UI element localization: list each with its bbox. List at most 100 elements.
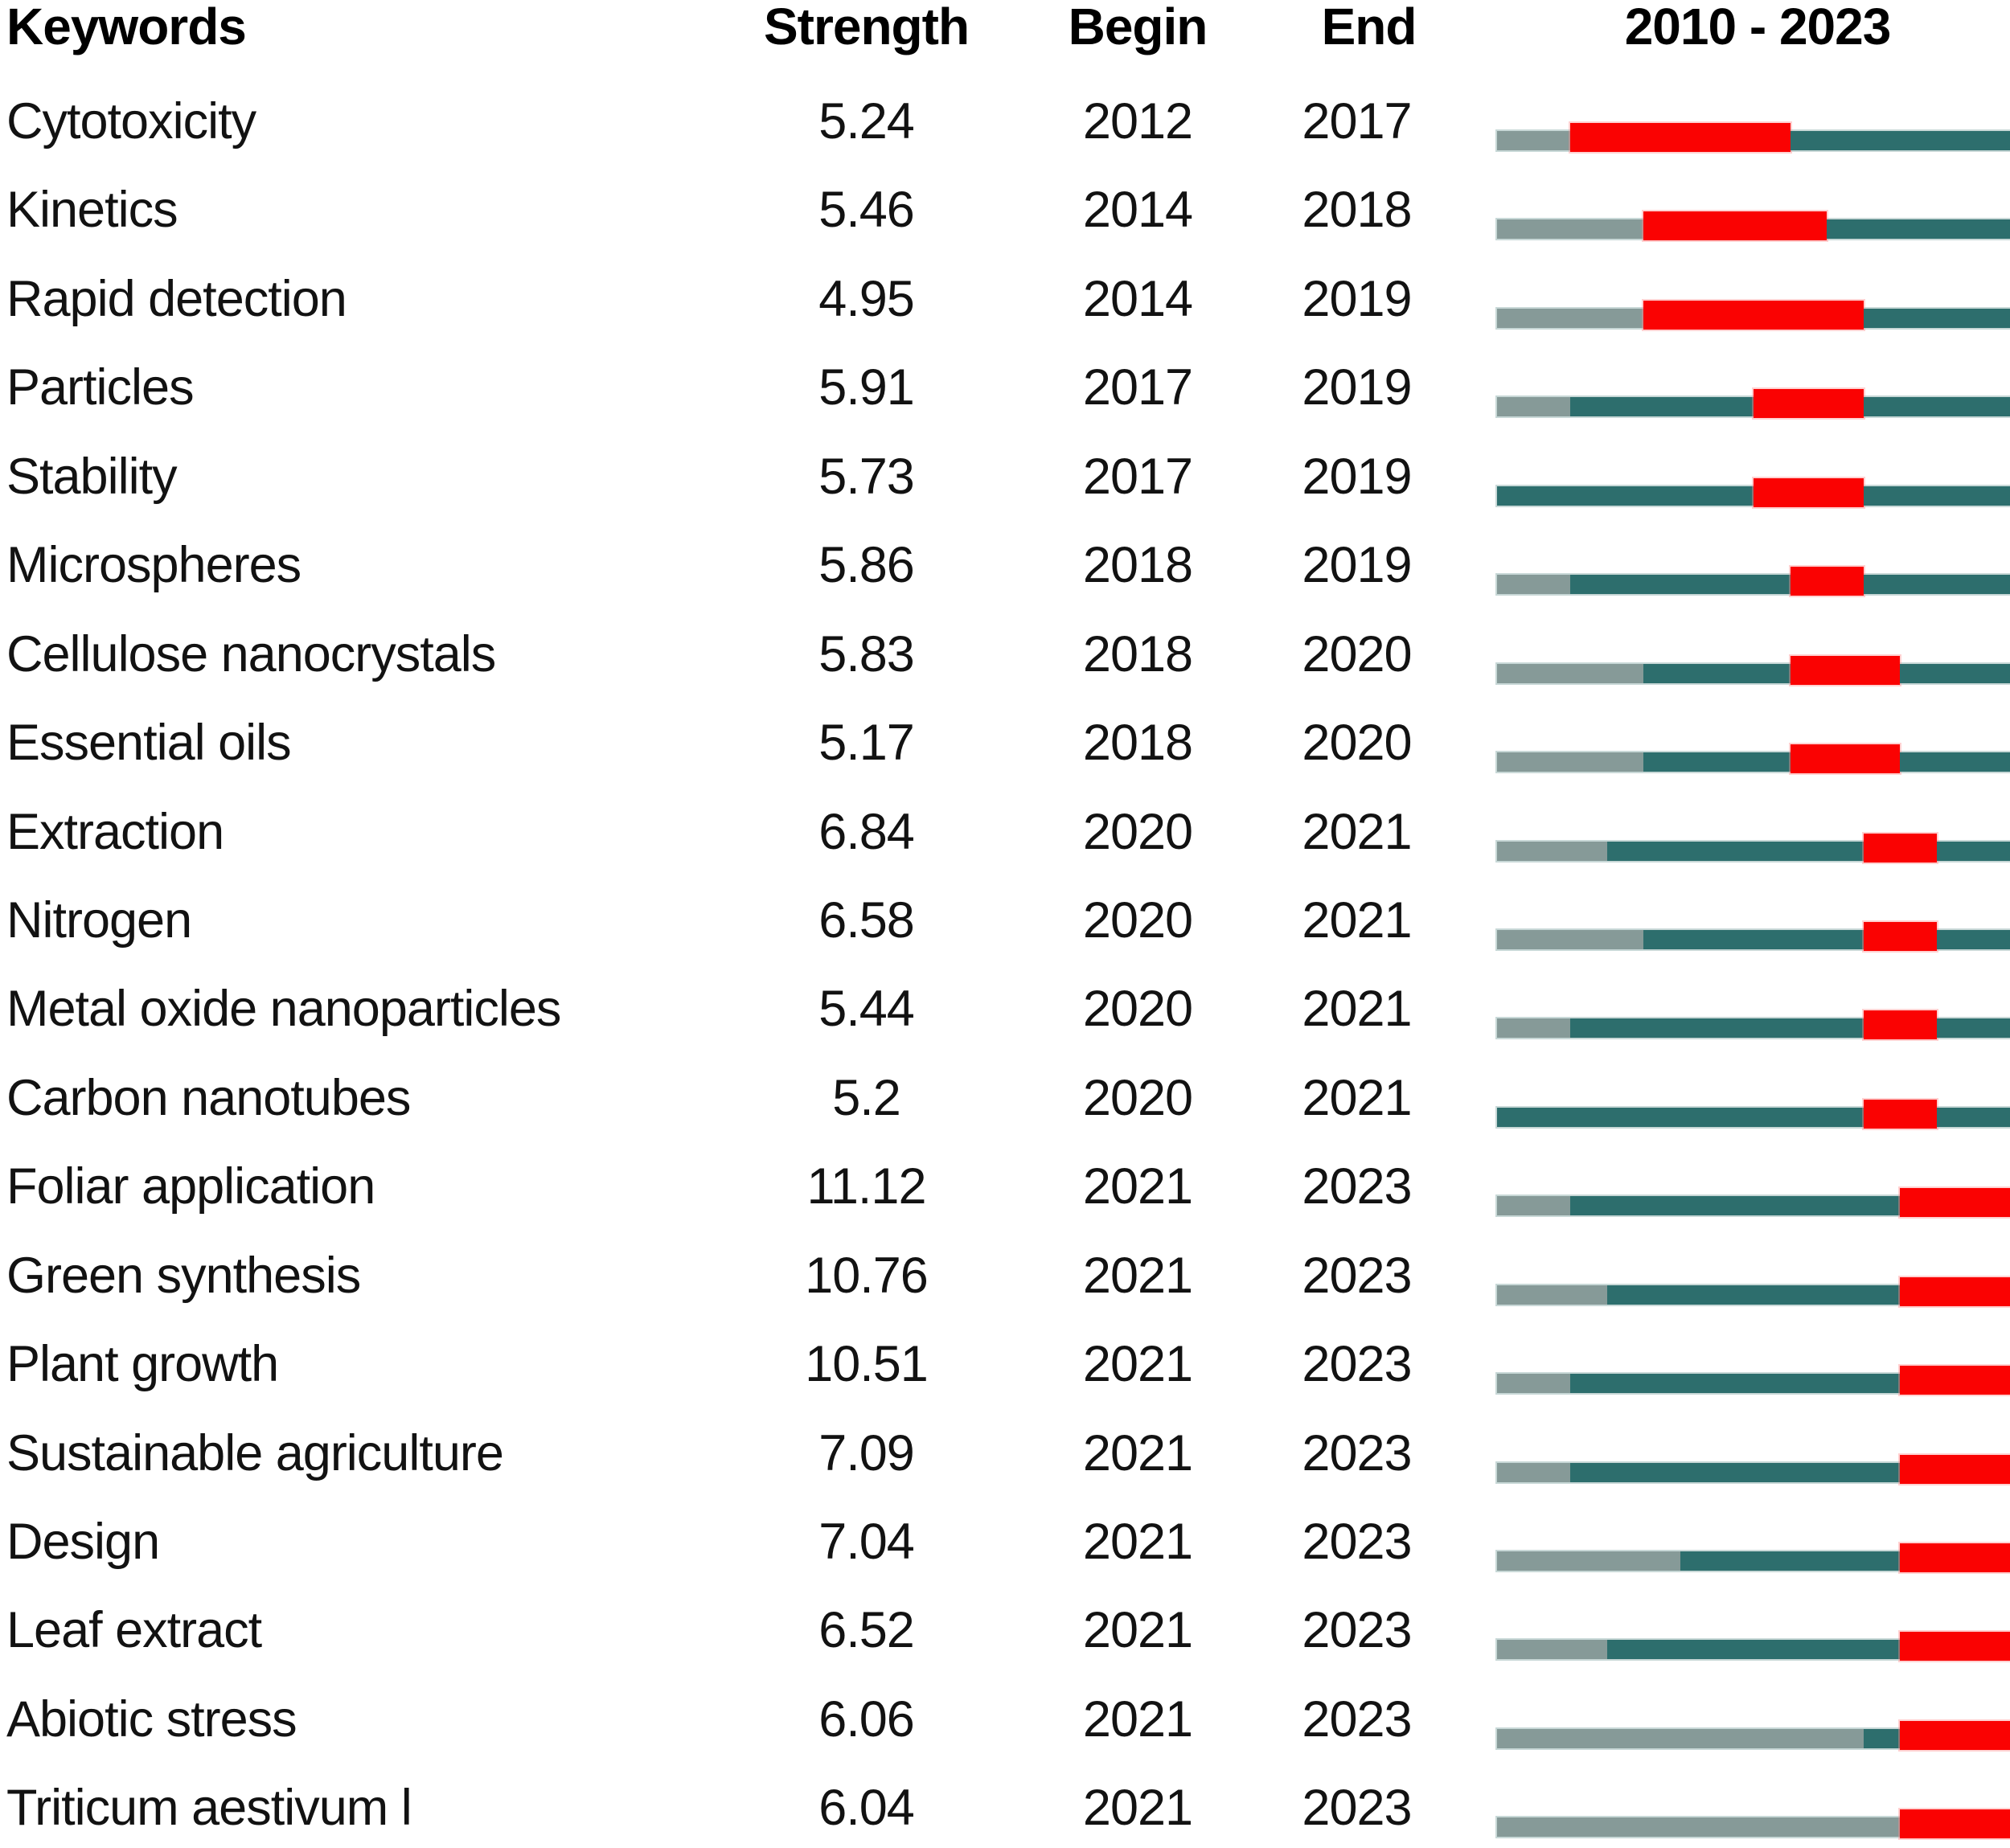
burst-timeline-bar xyxy=(1495,1720,2010,1750)
timeline-segment-active xyxy=(1863,1728,1901,1748)
strength-cell: 5.2 xyxy=(832,1069,901,1126)
strength-cell: 5.86 xyxy=(818,537,915,594)
timeline-segment-burst xyxy=(1900,1454,2010,1484)
begin-year-cell: 2020 xyxy=(1082,1069,1193,1126)
strength-cell: 6.52 xyxy=(818,1602,915,1659)
timeline-segment-active xyxy=(1936,1107,2010,1127)
burst-timeline-bar xyxy=(1495,1809,2010,1839)
keyword-cell: Green synthesis xyxy=(6,1247,361,1304)
keyword-cell: Plant growth xyxy=(6,1336,279,1393)
strength-cell: 10.51 xyxy=(805,1336,929,1393)
end-year-cell: 2019 xyxy=(1302,537,1412,594)
begin-year-cell: 2012 xyxy=(1082,93,1193,150)
timeline-segments xyxy=(1497,567,2010,596)
keyword-cell: Triticum aestivum l xyxy=(6,1780,412,1837)
begin-year-cell: 2021 xyxy=(1082,1690,1193,1748)
keyword-cell: Carbon nanotubes xyxy=(6,1069,411,1126)
header-begin: Begin xyxy=(1068,0,1208,55)
end-year-cell: 2021 xyxy=(1302,1069,1412,1126)
timeline-segment-active xyxy=(1606,1285,1901,1305)
keyword-cell: Sustainable agriculture xyxy=(6,1424,504,1481)
timeline-segment-active xyxy=(1863,486,2010,506)
timeline-segment-inactive xyxy=(1497,929,1644,949)
strength-cell: 5.17 xyxy=(818,715,915,772)
table-row: Foliar application 11.12 2021 2023 xyxy=(0,1137,2010,1226)
table-row: Kinetics 5.46 2014 2018 xyxy=(0,161,2010,249)
table-row: Design 7.04 2021 2023 xyxy=(0,1493,2010,1581)
timeline-segment-burst xyxy=(1900,1543,2010,1572)
keyword-cell: Design xyxy=(6,1514,160,1570)
header-strength: Strength xyxy=(763,0,970,55)
table-row: Rapid detection 4.95 2014 2019 xyxy=(0,250,2010,338)
burst-timeline-bar xyxy=(1495,744,2010,774)
timeline-segment-inactive xyxy=(1497,1285,1607,1305)
timeline-segment-burst xyxy=(1900,1720,2010,1750)
burst-timeline-bar xyxy=(1495,123,2010,152)
timeline-segment-inactive xyxy=(1497,1018,1571,1039)
table-row: Essential oils 5.17 2018 2020 xyxy=(0,694,2010,782)
strength-cell: 10.76 xyxy=(805,1247,929,1304)
end-year-cell: 2021 xyxy=(1302,891,1412,949)
keyword-cell: Abiotic stress xyxy=(6,1690,297,1748)
end-year-cell: 2019 xyxy=(1302,448,1412,505)
keyword-cell: Metal oxide nanoparticles xyxy=(6,981,561,1038)
table-row: Green synthesis 10.76 2021 2023 xyxy=(0,1227,2010,1315)
timeline-segments xyxy=(1497,477,2010,507)
end-year-cell: 2023 xyxy=(1302,1424,1412,1481)
timeline-segments xyxy=(1497,123,2010,152)
timeline-segments xyxy=(1497,1454,2010,1484)
burst-timeline-bar xyxy=(1495,1543,2010,1572)
timeline-segment-active xyxy=(1680,1551,1901,1571)
timeline-segment-burst xyxy=(1900,1632,2010,1662)
timeline-segments xyxy=(1497,1366,2010,1395)
timeline-segment-burst xyxy=(1900,1366,2010,1395)
timeline-segment-inactive xyxy=(1497,752,1644,772)
keyword-cell: Nitrogen xyxy=(6,891,192,949)
timeline-segments xyxy=(1497,389,2010,419)
strength-cell: 5.73 xyxy=(818,448,915,505)
begin-year-cell: 2020 xyxy=(1082,891,1193,949)
table-row: Stability 5.73 2017 2019 xyxy=(0,428,2010,516)
timeline-segment-inactive xyxy=(1497,1551,1680,1571)
burst-timeline-bar xyxy=(1495,1188,2010,1218)
table-row: Extraction 6.84 2020 2021 xyxy=(0,783,2010,871)
timeline-segment-burst xyxy=(1643,300,1864,330)
end-year-cell: 2019 xyxy=(1302,270,1412,327)
timeline-segments xyxy=(1497,300,2010,330)
timeline-segment-active xyxy=(1936,841,2010,861)
end-year-cell: 2023 xyxy=(1302,1514,1412,1570)
table-header-row: Keywords Strength Begin End 2010 - 2023 xyxy=(0,0,2010,72)
begin-year-cell: 2018 xyxy=(1082,715,1193,772)
timeline-segment-inactive xyxy=(1497,663,1644,683)
table-row: Cytotoxicity 5.24 2012 2017 xyxy=(0,72,2010,161)
timeline-segment-active xyxy=(1570,1462,1901,1482)
begin-year-cell: 2020 xyxy=(1082,803,1193,860)
timeline-segment-inactive xyxy=(1497,1196,1571,1216)
timeline-segment-inactive xyxy=(1497,131,1571,150)
timeline-segment-active xyxy=(1497,486,1754,506)
timeline-segment-inactive xyxy=(1497,1374,1571,1394)
burst-timeline-bar xyxy=(1495,1099,2010,1129)
keyword-cell: Foliar application xyxy=(6,1158,375,1215)
burst-timeline-bar xyxy=(1495,300,2010,330)
timeline-segment-active xyxy=(1863,397,2010,417)
table-row: Triticum aestivum l 6.04 2021 2023 xyxy=(0,1759,2010,1847)
end-year-cell: 2023 xyxy=(1302,1158,1412,1215)
timeline-segment-inactive xyxy=(1497,575,1571,595)
timeline-segment-inactive xyxy=(1497,397,1571,417)
strength-cell: 5.46 xyxy=(818,182,915,239)
timeline-segments xyxy=(1497,1276,2010,1306)
begin-year-cell: 2021 xyxy=(1082,1424,1193,1481)
timeline-segment-active xyxy=(1790,131,2010,150)
table-row: Abiotic stress 6.06 2021 2023 xyxy=(0,1670,2010,1759)
table-row: Sustainable agriculture 7.09 2021 2023 xyxy=(0,1404,2010,1493)
begin-year-cell: 2021 xyxy=(1082,1336,1193,1393)
end-year-cell: 2023 xyxy=(1302,1336,1412,1393)
burst-timeline-bar xyxy=(1495,477,2010,507)
end-year-cell: 2017 xyxy=(1302,93,1412,150)
begin-year-cell: 2021 xyxy=(1082,1158,1193,1215)
table-row: Metal oxide nanoparticles 5.44 2020 2021 xyxy=(0,960,2010,1048)
timeline-segment-active xyxy=(1643,752,1791,772)
burst-timeline-bar xyxy=(1495,567,2010,596)
